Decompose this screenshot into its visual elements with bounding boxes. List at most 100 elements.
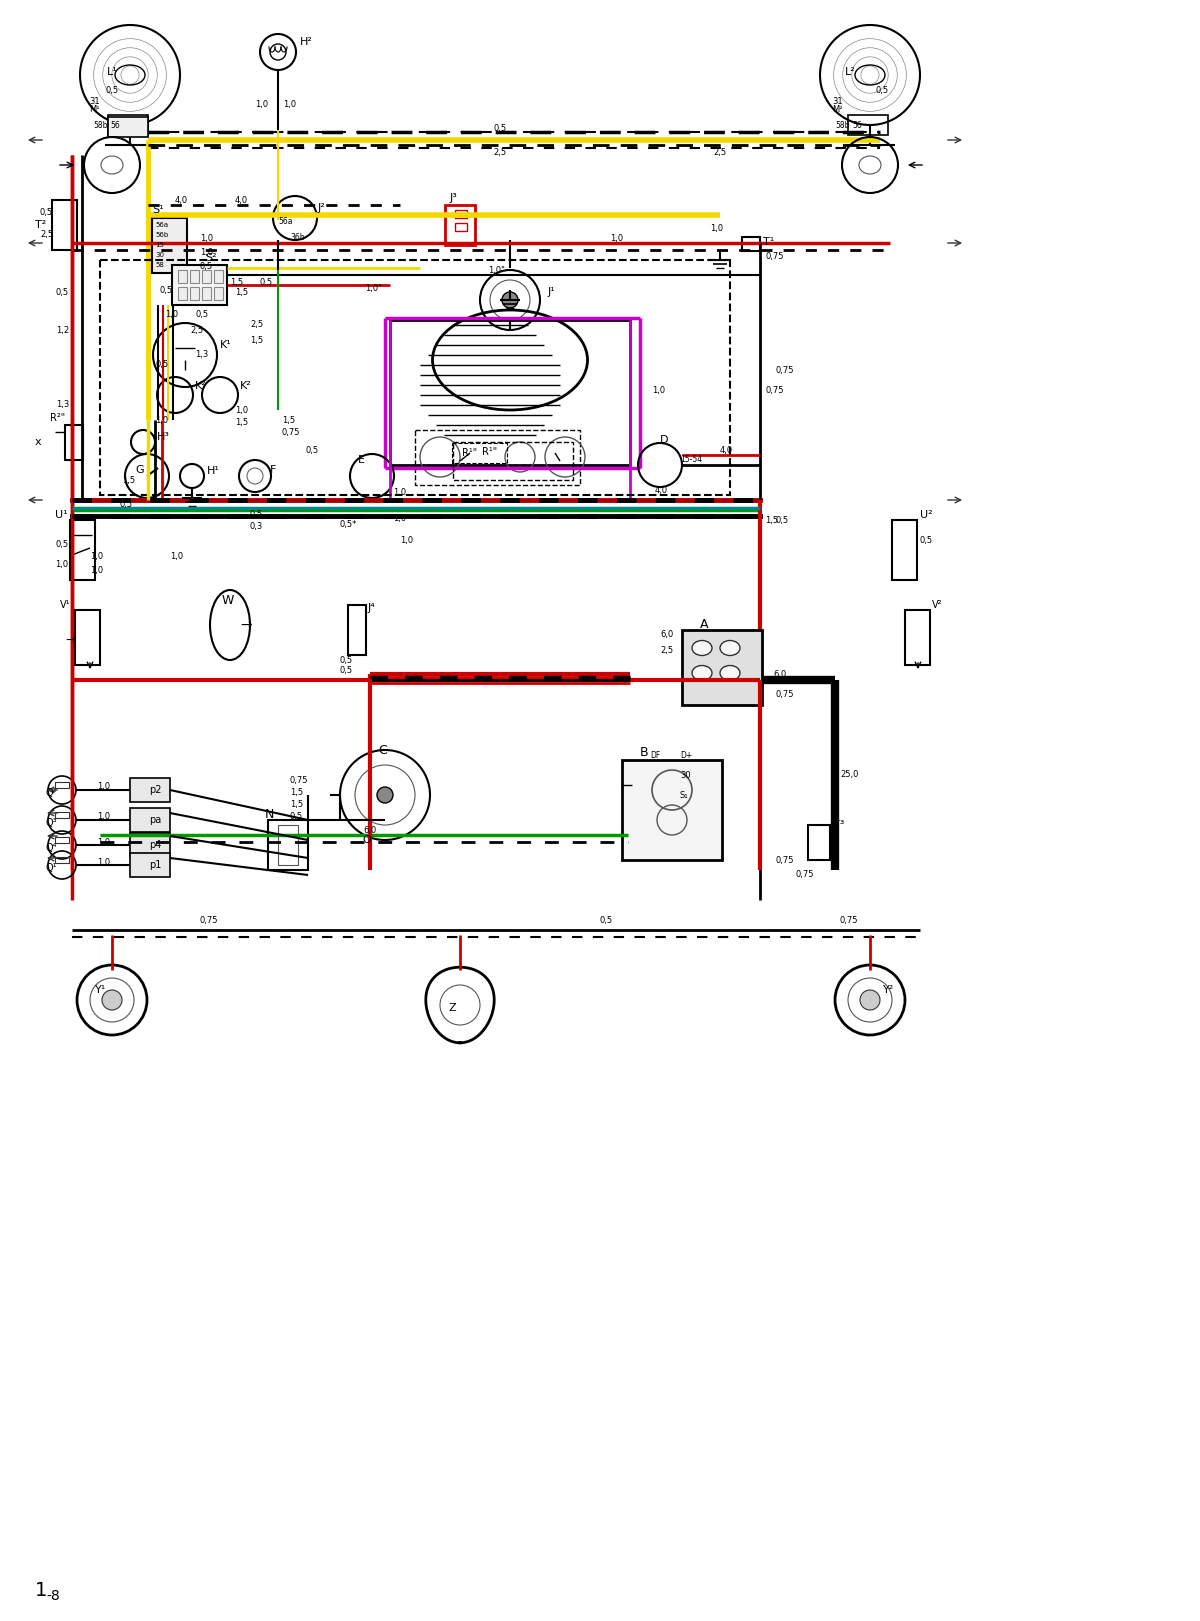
Text: 1,3: 1,3 bbox=[56, 400, 70, 410]
Ellipse shape bbox=[720, 666, 740, 681]
Text: V²: V² bbox=[932, 600, 942, 609]
Text: 1,0: 1,0 bbox=[400, 535, 413, 545]
Text: p1: p1 bbox=[149, 861, 161, 870]
Bar bbox=[172, 264, 227, 305]
Text: 1,0: 1,0 bbox=[283, 101, 296, 110]
Bar bbox=[202, 271, 211, 284]
Text: 1,0: 1,0 bbox=[235, 405, 248, 415]
Text: 0,75: 0,75 bbox=[282, 428, 300, 436]
Bar bbox=[445, 204, 475, 245]
Bar bbox=[55, 858, 70, 862]
Text: Q²: Q² bbox=[46, 788, 56, 798]
Text: Q⁴: Q⁴ bbox=[46, 843, 56, 853]
Text: 0,5: 0,5 bbox=[200, 261, 214, 271]
Text: x: x bbox=[35, 438, 42, 447]
Text: 1,2: 1,2 bbox=[56, 326, 70, 334]
Text: 0,5: 0,5 bbox=[260, 279, 274, 287]
Text: 36b: 36b bbox=[290, 233, 305, 243]
Bar bbox=[74, 609, 100, 665]
Bar bbox=[130, 778, 170, 802]
Text: p2: p2 bbox=[149, 785, 161, 794]
Text: 1: 1 bbox=[35, 1580, 47, 1600]
Text: T²: T² bbox=[35, 220, 47, 230]
Text: F: F bbox=[270, 465, 276, 475]
Bar bbox=[70, 520, 95, 580]
Text: M²: M² bbox=[832, 105, 842, 115]
Text: 1,0: 1,0 bbox=[97, 838, 110, 846]
Text: 1,0: 1,0 bbox=[97, 812, 110, 822]
Text: 1,0: 1,0 bbox=[55, 561, 68, 569]
Text: 1,0: 1,0 bbox=[200, 233, 214, 243]
Text: S₁: S₁ bbox=[680, 791, 689, 799]
Text: 4,0: 4,0 bbox=[655, 486, 668, 494]
Circle shape bbox=[502, 292, 518, 308]
Text: M¹: M¹ bbox=[89, 105, 100, 115]
Circle shape bbox=[102, 990, 122, 1010]
Text: 1,5: 1,5 bbox=[290, 788, 304, 796]
Text: A: A bbox=[700, 619, 708, 632]
Bar bbox=[808, 825, 830, 861]
Text: C: C bbox=[378, 744, 386, 757]
Text: 30: 30 bbox=[680, 770, 691, 780]
Text: J¹: J¹ bbox=[548, 287, 556, 297]
Text: 0,75: 0,75 bbox=[775, 856, 793, 864]
Text: L¹: L¹ bbox=[107, 66, 118, 78]
Text: D+: D+ bbox=[680, 751, 692, 760]
Text: J³: J³ bbox=[450, 193, 458, 203]
Text: S¹: S¹ bbox=[152, 204, 163, 216]
Text: 0,75: 0,75 bbox=[775, 365, 793, 374]
Text: Y²: Y² bbox=[883, 986, 894, 995]
Text: 0,75: 0,75 bbox=[766, 251, 784, 261]
Text: 1,0: 1,0 bbox=[394, 514, 407, 522]
Circle shape bbox=[377, 788, 394, 802]
Bar bbox=[848, 115, 888, 135]
Text: 0,75: 0,75 bbox=[796, 870, 814, 880]
Bar bbox=[100, 259, 730, 494]
Text: J⁴: J⁴ bbox=[368, 603, 376, 613]
Text: 58b: 58b bbox=[835, 120, 850, 130]
Text: 0,75: 0,75 bbox=[840, 916, 858, 924]
Text: 0,5: 0,5 bbox=[775, 515, 788, 525]
Text: 1,5: 1,5 bbox=[235, 418, 248, 426]
Text: 0,3: 0,3 bbox=[250, 522, 263, 532]
Bar bbox=[65, 425, 83, 460]
Text: 0,5: 0,5 bbox=[155, 360, 168, 370]
Text: 1,0: 1,0 bbox=[652, 386, 665, 394]
Text: 1,5: 1,5 bbox=[250, 336, 263, 345]
Text: Q¹: Q¹ bbox=[46, 862, 56, 874]
Text: S²: S² bbox=[205, 253, 217, 263]
Text: 2,5: 2,5 bbox=[190, 326, 203, 334]
Text: 1,0: 1,0 bbox=[200, 248, 214, 258]
Bar bbox=[52, 199, 77, 250]
Text: 1,0: 1,0 bbox=[97, 858, 110, 867]
Text: 1,0: 1,0 bbox=[90, 566, 103, 574]
Bar bbox=[454, 443, 574, 480]
Text: DF: DF bbox=[650, 751, 660, 760]
Bar bbox=[390, 319, 630, 465]
Text: 4,0: 4,0 bbox=[175, 196, 188, 204]
Text: -8: -8 bbox=[46, 1589, 60, 1603]
Text: 0,5: 0,5 bbox=[120, 501, 133, 509]
Text: 1,5: 1,5 bbox=[122, 475, 136, 485]
Text: 58b: 58b bbox=[94, 120, 108, 130]
Text: 1,0: 1,0 bbox=[90, 553, 103, 561]
Text: G: G bbox=[134, 465, 144, 475]
Text: 15: 15 bbox=[155, 242, 164, 248]
Bar bbox=[415, 430, 580, 485]
Bar bbox=[108, 117, 148, 138]
Text: 0,5: 0,5 bbox=[55, 540, 68, 550]
Text: 31: 31 bbox=[89, 97, 100, 107]
Text: 31: 31 bbox=[832, 97, 842, 107]
Bar bbox=[348, 605, 366, 655]
Text: U¹: U¹ bbox=[55, 511, 67, 520]
Text: 1,5: 1,5 bbox=[766, 515, 778, 525]
Text: 30: 30 bbox=[155, 251, 164, 258]
Text: 0,5: 0,5 bbox=[250, 511, 263, 519]
Bar bbox=[202, 287, 211, 300]
Text: 2,5: 2,5 bbox=[250, 321, 263, 329]
Text: M²: M² bbox=[865, 160, 875, 170]
Text: 56a: 56a bbox=[278, 217, 293, 227]
Text: 1,0": 1,0" bbox=[365, 284, 382, 292]
Text: 0,5: 0,5 bbox=[493, 123, 506, 133]
Bar bbox=[455, 224, 467, 232]
